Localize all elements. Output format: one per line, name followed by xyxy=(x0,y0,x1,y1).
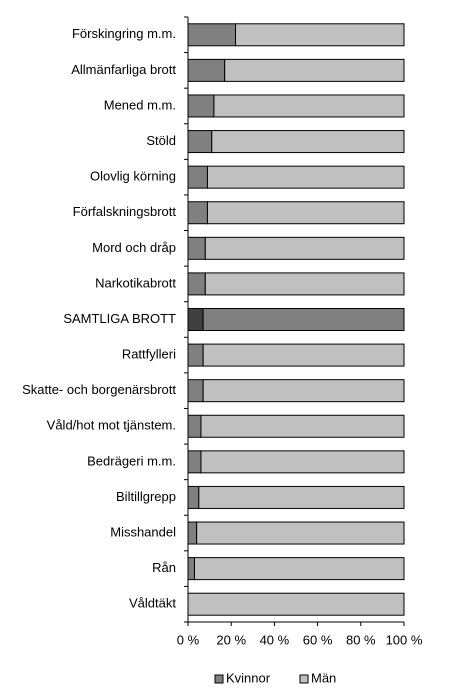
y-tick-label: Bedrägeri m.m. xyxy=(87,453,176,468)
y-tick-label: Rattfylleri xyxy=(122,347,176,362)
legend-swatch xyxy=(214,674,224,684)
bar-segment xyxy=(187,58,226,82)
bar-segment xyxy=(202,308,405,331)
bar-segment xyxy=(187,557,195,581)
y-tick-label: Biltillgrepp xyxy=(116,489,176,504)
y-tick-label: Våldtäkt xyxy=(129,596,176,611)
y-tick-label: Förfalskningsbrott xyxy=(73,204,177,219)
bar-segment xyxy=(187,414,202,438)
y-tick-label: Misshandel xyxy=(110,524,176,539)
bar-segment xyxy=(206,165,405,189)
bar-segment xyxy=(187,379,204,403)
y-tick-label: Skatte- och borgenärsbrott xyxy=(22,382,176,397)
legend-swatch xyxy=(299,674,309,684)
bar-segment xyxy=(198,485,405,509)
bar-segment xyxy=(187,450,202,474)
bar-segment xyxy=(224,58,405,82)
bar-segment xyxy=(187,308,204,331)
bar-segment xyxy=(235,23,405,47)
y-tick-label: Stöld xyxy=(146,133,176,148)
bar-segment xyxy=(196,521,405,545)
y-tick-label: Narkotikabrott xyxy=(95,275,176,290)
x-tick-label: 100 % xyxy=(386,632,423,647)
bar-segment xyxy=(202,343,405,367)
bar-segment xyxy=(187,592,405,616)
bar-segment xyxy=(206,201,405,225)
bar-segment xyxy=(187,130,213,154)
x-tick-label: 40 % xyxy=(260,632,290,647)
y-tick-label: Rån xyxy=(152,560,176,575)
y-tick-label: Förskingring m.m. xyxy=(72,26,176,41)
bar-segment xyxy=(211,130,405,154)
bar-segment xyxy=(204,272,405,296)
bar-segment xyxy=(187,272,206,296)
bar-segment xyxy=(213,94,405,118)
y-tick-label: SAMTLIGA BROTT xyxy=(63,311,176,326)
y-tick-label: Mened m.m. xyxy=(104,97,176,112)
bar-segment xyxy=(187,165,208,189)
bar-segment xyxy=(187,201,208,225)
bar-segment xyxy=(200,414,405,438)
bar-segment xyxy=(187,94,215,118)
bar-segment xyxy=(204,236,405,260)
bar-segment xyxy=(187,343,204,367)
legend-label: Kvinnor xyxy=(226,670,271,685)
bar-segment xyxy=(193,557,405,581)
bar-segment xyxy=(200,450,405,474)
y-tick-label: Allmänfarliga brott xyxy=(71,62,176,77)
x-tick-label: 0 % xyxy=(177,632,200,647)
y-tick-label: Olovlig körning xyxy=(90,169,176,184)
bar-segment xyxy=(202,379,405,403)
bar-segment xyxy=(187,23,237,47)
y-tick-label: Mord och dråp xyxy=(92,240,176,255)
bar-segment xyxy=(187,485,200,509)
legend-label: Män xyxy=(311,670,336,685)
y-tick-label: Våld/hot mot tjänstem. xyxy=(47,418,176,433)
x-tick-label: 60 % xyxy=(303,632,333,647)
x-tick-label: 20 % xyxy=(216,632,246,647)
bar-segment xyxy=(187,521,198,545)
bar-segment xyxy=(187,236,206,260)
x-tick-label: 80 % xyxy=(346,632,376,647)
